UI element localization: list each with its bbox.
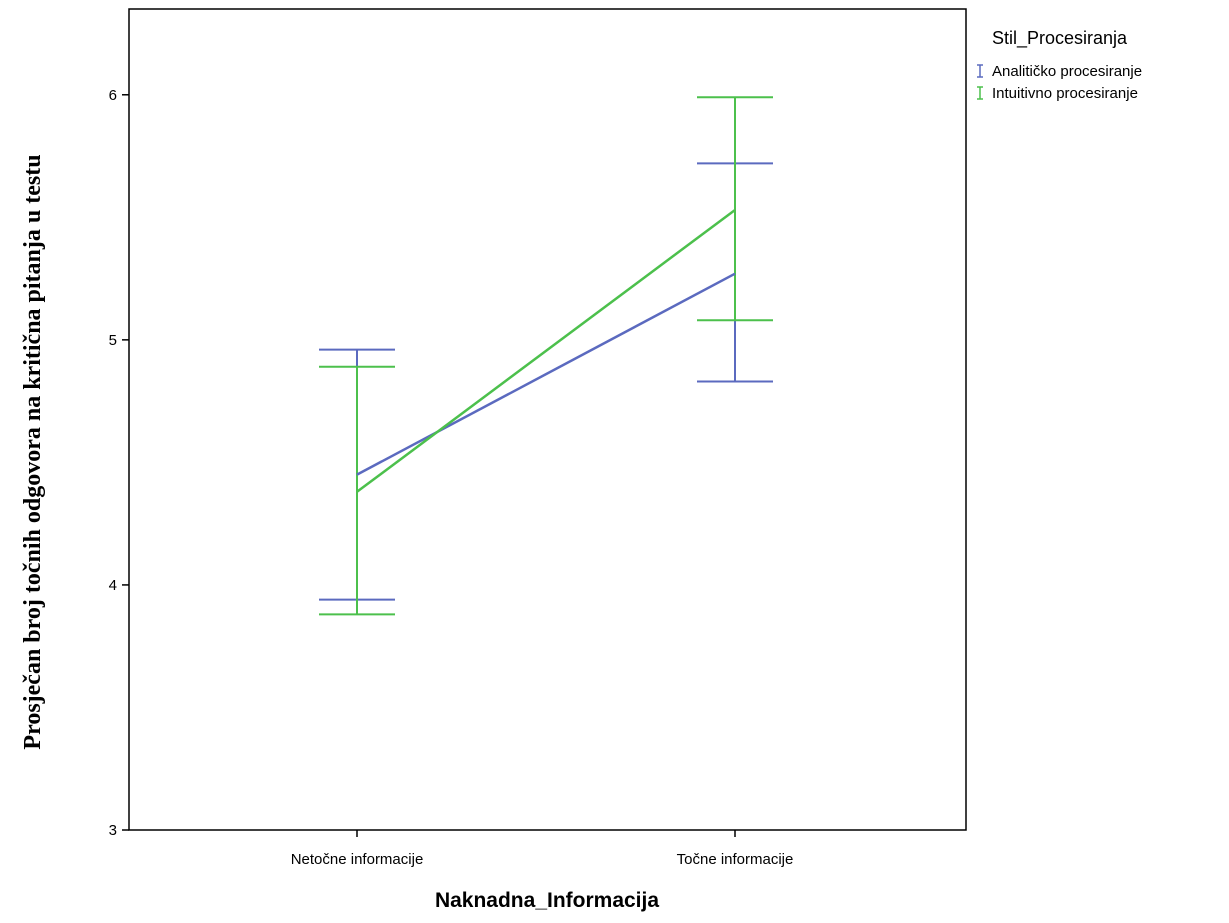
y-axis: 3 4 5 6 bbox=[109, 87, 129, 839]
error-bars bbox=[319, 96, 773, 616]
legend-item: Analitičko procesiranje bbox=[977, 63, 1142, 80]
legend-title: Stil_Procesiranja bbox=[992, 28, 1128, 49]
y-tick-label: 5 bbox=[109, 332, 117, 349]
legend-items: Analitičko procesiranje Intuitivno proces… bbox=[977, 63, 1142, 102]
legend-item: Intuitivno procesiranje bbox=[977, 85, 1138, 102]
x-axis: Netočne informacije Točne informacije bbox=[291, 830, 794, 868]
y-tick-label: 3 bbox=[109, 822, 117, 839]
series-lines bbox=[356, 208, 736, 493]
x-axis-title: Naknadna_Informacija bbox=[435, 889, 659, 912]
series-line bbox=[356, 208, 736, 493]
legend-label: Analitičko procesiranje bbox=[992, 63, 1142, 80]
y-tick-label: 6 bbox=[109, 87, 117, 104]
y-axis-title: Prosječan broj točnih odgovora na kritič… bbox=[20, 154, 46, 749]
x-tick-label: Netočne informacije bbox=[291, 851, 424, 868]
plot-frame bbox=[128, 8, 967, 831]
legend: Stil_Procesiranja Analitičko procesiranj… bbox=[977, 28, 1142, 102]
series-line bbox=[356, 272, 736, 476]
y-tick-label: 4 bbox=[109, 577, 117, 594]
x-tick-label: Točne informacije bbox=[677, 851, 794, 868]
legend-label: Intuitivno procesiranje bbox=[992, 85, 1138, 102]
